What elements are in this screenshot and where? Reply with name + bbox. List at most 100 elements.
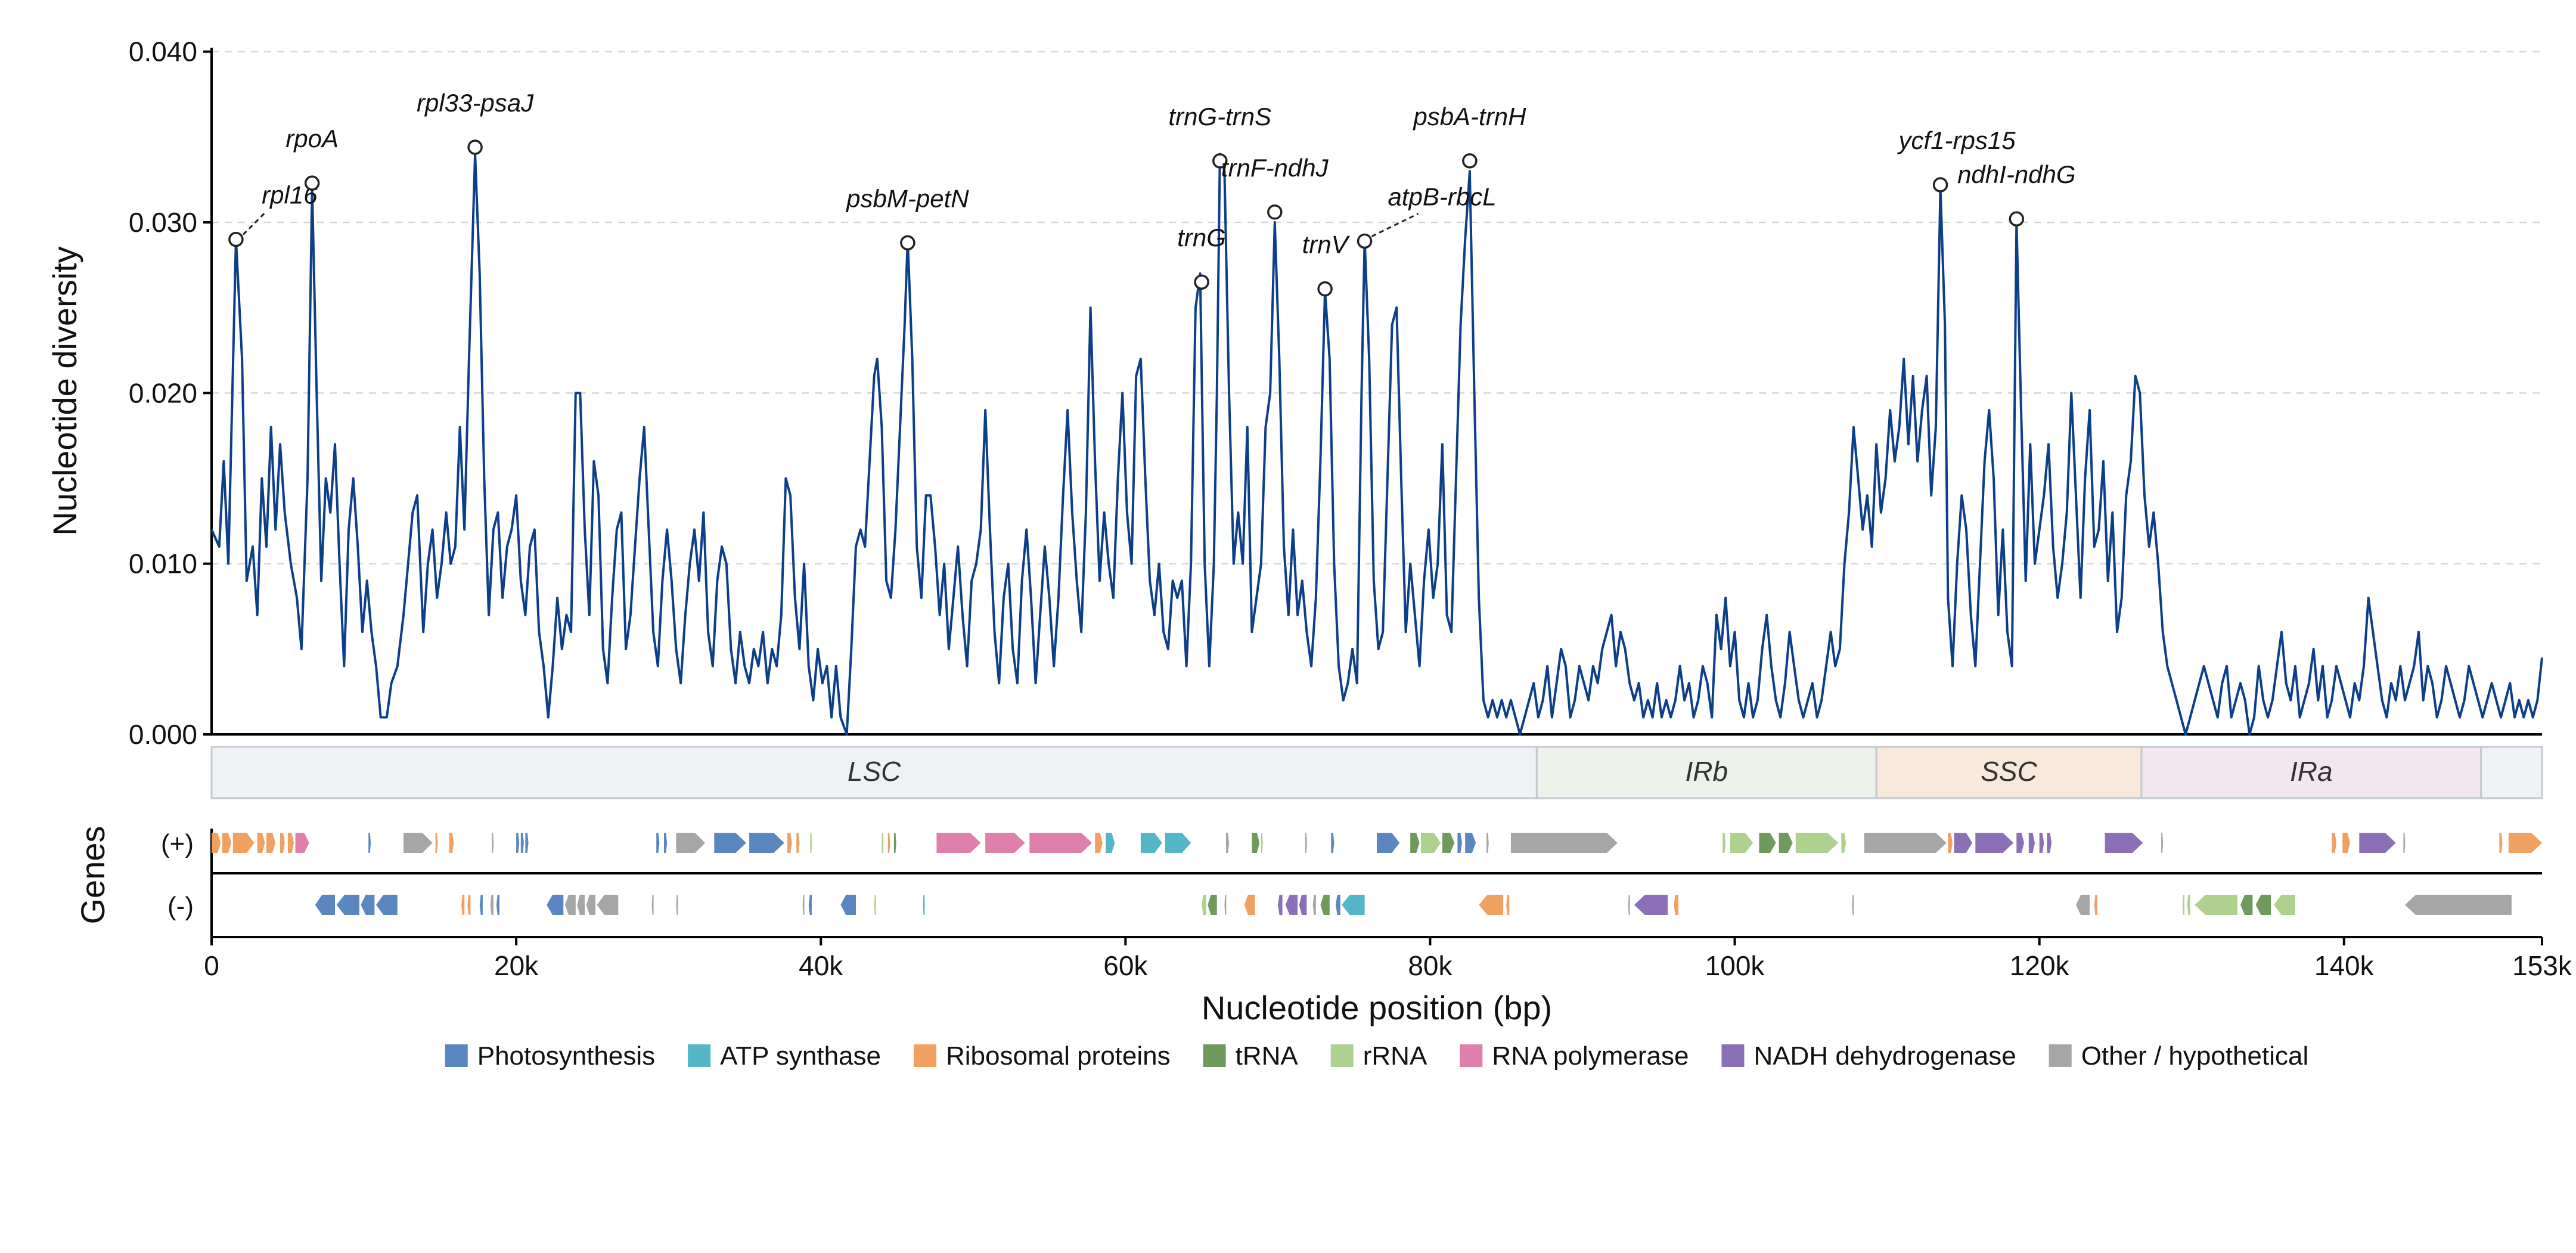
gene-arrow bbox=[656, 833, 660, 853]
gene-arrow bbox=[1202, 895, 1206, 915]
region-band bbox=[2480, 746, 2543, 799]
legend-label: RNA polymerase bbox=[1492, 1041, 1689, 1071]
gene-arrow bbox=[520, 833, 524, 853]
gene-arrow bbox=[840, 895, 856, 915]
gene-arrow bbox=[1226, 833, 1230, 853]
gene-arrow bbox=[435, 833, 438, 853]
gene-arrow bbox=[796, 833, 800, 853]
gene-map: Genes (+) (-) bbox=[74, 826, 2542, 937]
gene-arrow bbox=[1634, 895, 1668, 915]
gene-arrow bbox=[2255, 895, 2271, 915]
gene-arrow bbox=[1975, 833, 2014, 853]
gene-arrow bbox=[1305, 833, 1307, 853]
x-tick-label: 140k bbox=[2314, 950, 2375, 981]
region-label: SSC bbox=[1981, 756, 2037, 787]
y-tick-label: 0.030 bbox=[129, 207, 197, 238]
x-tick-label: 153k bbox=[2512, 950, 2572, 981]
peak-label: psbM-petN bbox=[845, 184, 969, 212]
grid-lines bbox=[212, 51, 2542, 565]
gene-arrow bbox=[749, 833, 784, 853]
gene-arrow bbox=[467, 895, 471, 915]
gene-arrow bbox=[1795, 833, 1839, 853]
gene-arrow bbox=[368, 833, 371, 853]
gene-arrow bbox=[525, 833, 529, 853]
gene-arrow bbox=[1486, 833, 1489, 853]
annotation-leader bbox=[1371, 213, 1419, 237]
legend-swatch bbox=[688, 1044, 711, 1067]
gene-arrow bbox=[1277, 895, 1283, 915]
gene-arrow bbox=[810, 833, 812, 853]
axes bbox=[210, 48, 2542, 736]
peak-marker bbox=[228, 231, 244, 247]
gene-arrow bbox=[2105, 833, 2143, 853]
gene-arrow bbox=[496, 895, 499, 915]
gene-arrow bbox=[1410, 833, 1420, 853]
peak-marker bbox=[1194, 274, 1209, 290]
peak-marker bbox=[1267, 204, 1283, 220]
gene-arrow bbox=[222, 833, 232, 853]
region-band bbox=[210, 746, 1538, 799]
region-label: IRa bbox=[2290, 756, 2333, 787]
gene-arrow bbox=[1510, 833, 1618, 853]
gene-arrow bbox=[887, 833, 890, 853]
peak-label: rpl33-psaJ bbox=[417, 89, 534, 117]
x-axis: 0 20k 40k 60k 80k 100k 120k 140k 153k bbox=[204, 936, 2572, 981]
gene-arrow bbox=[1320, 895, 1330, 915]
gene-arrow bbox=[404, 833, 433, 853]
gene-arrow bbox=[2332, 833, 2336, 853]
gene-arrow bbox=[714, 833, 746, 853]
gene-arrow bbox=[1841, 833, 1846, 853]
peak-label: ndhI-ndhG bbox=[1957, 160, 2075, 188]
gene-arrow bbox=[1095, 833, 1103, 853]
gene-arrow bbox=[1852, 895, 1854, 915]
legend-label: tRNA bbox=[1236, 1041, 1299, 1071]
gene-arrow bbox=[315, 895, 335, 915]
gene-arrow bbox=[2403, 833, 2406, 853]
legend-swatch bbox=[1203, 1044, 1226, 1067]
gene-arrow bbox=[1336, 895, 1340, 915]
legend: Photosynthesis ATP synthase Ribosomal prot… bbox=[445, 1041, 2308, 1071]
legend-swatch bbox=[1721, 1044, 1745, 1067]
genome-regions: LSC IRb SSC IRa bbox=[210, 746, 2543, 799]
gene-arrow bbox=[1421, 833, 1441, 853]
peak-label: trnG-trnS bbox=[1168, 103, 1271, 131]
y-tick-label: 0.020 bbox=[129, 377, 197, 408]
peak-label: psbA-trnH bbox=[1412, 103, 1526, 131]
peak-label: rpoA bbox=[285, 125, 339, 153]
legend-label: rRNA bbox=[1363, 1041, 1427, 1071]
gene-arrow bbox=[1442, 833, 1455, 853]
gene-arrow bbox=[2499, 833, 2503, 853]
gene-arrow bbox=[808, 895, 812, 915]
gene-arrow bbox=[2028, 833, 2035, 853]
gene-arrow bbox=[874, 895, 876, 915]
gene-arrow bbox=[2094, 895, 2097, 915]
legend-swatch bbox=[445, 1044, 468, 1067]
region-band bbox=[2140, 746, 2482, 799]
gene-arrow bbox=[492, 833, 494, 853]
gene-arrow bbox=[2016, 833, 2025, 853]
gene-arrow bbox=[2405, 895, 2512, 915]
region-label: LSC bbox=[848, 756, 901, 787]
gene-arrow bbox=[577, 895, 585, 915]
x-tick-label: 60k bbox=[1103, 950, 1148, 981]
gene-arrow bbox=[516, 833, 520, 853]
region-band bbox=[1535, 746, 1877, 799]
gene-arrow bbox=[2195, 895, 2237, 915]
gene-arrow bbox=[2508, 833, 2542, 853]
region-label: IRb bbox=[1685, 756, 1728, 787]
gene-arrow bbox=[1465, 833, 1476, 853]
peak-label: trnG bbox=[1177, 224, 1226, 252]
gene-arrow bbox=[257, 833, 265, 853]
x-axis-title: Nucleotide position (bp) bbox=[1202, 989, 1552, 1026]
annotation-leader bbox=[242, 211, 266, 235]
gene-arrow bbox=[923, 895, 925, 915]
gene-arrow bbox=[664, 833, 668, 853]
peak-marker bbox=[900, 235, 915, 251]
gene-arrow bbox=[1224, 895, 1227, 915]
gene-arrow bbox=[2182, 895, 2184, 915]
gene-arrow bbox=[1864, 833, 1947, 853]
gene-arrow bbox=[1165, 833, 1191, 853]
gene-arrow bbox=[893, 833, 896, 853]
gene-arrow bbox=[376, 895, 398, 915]
